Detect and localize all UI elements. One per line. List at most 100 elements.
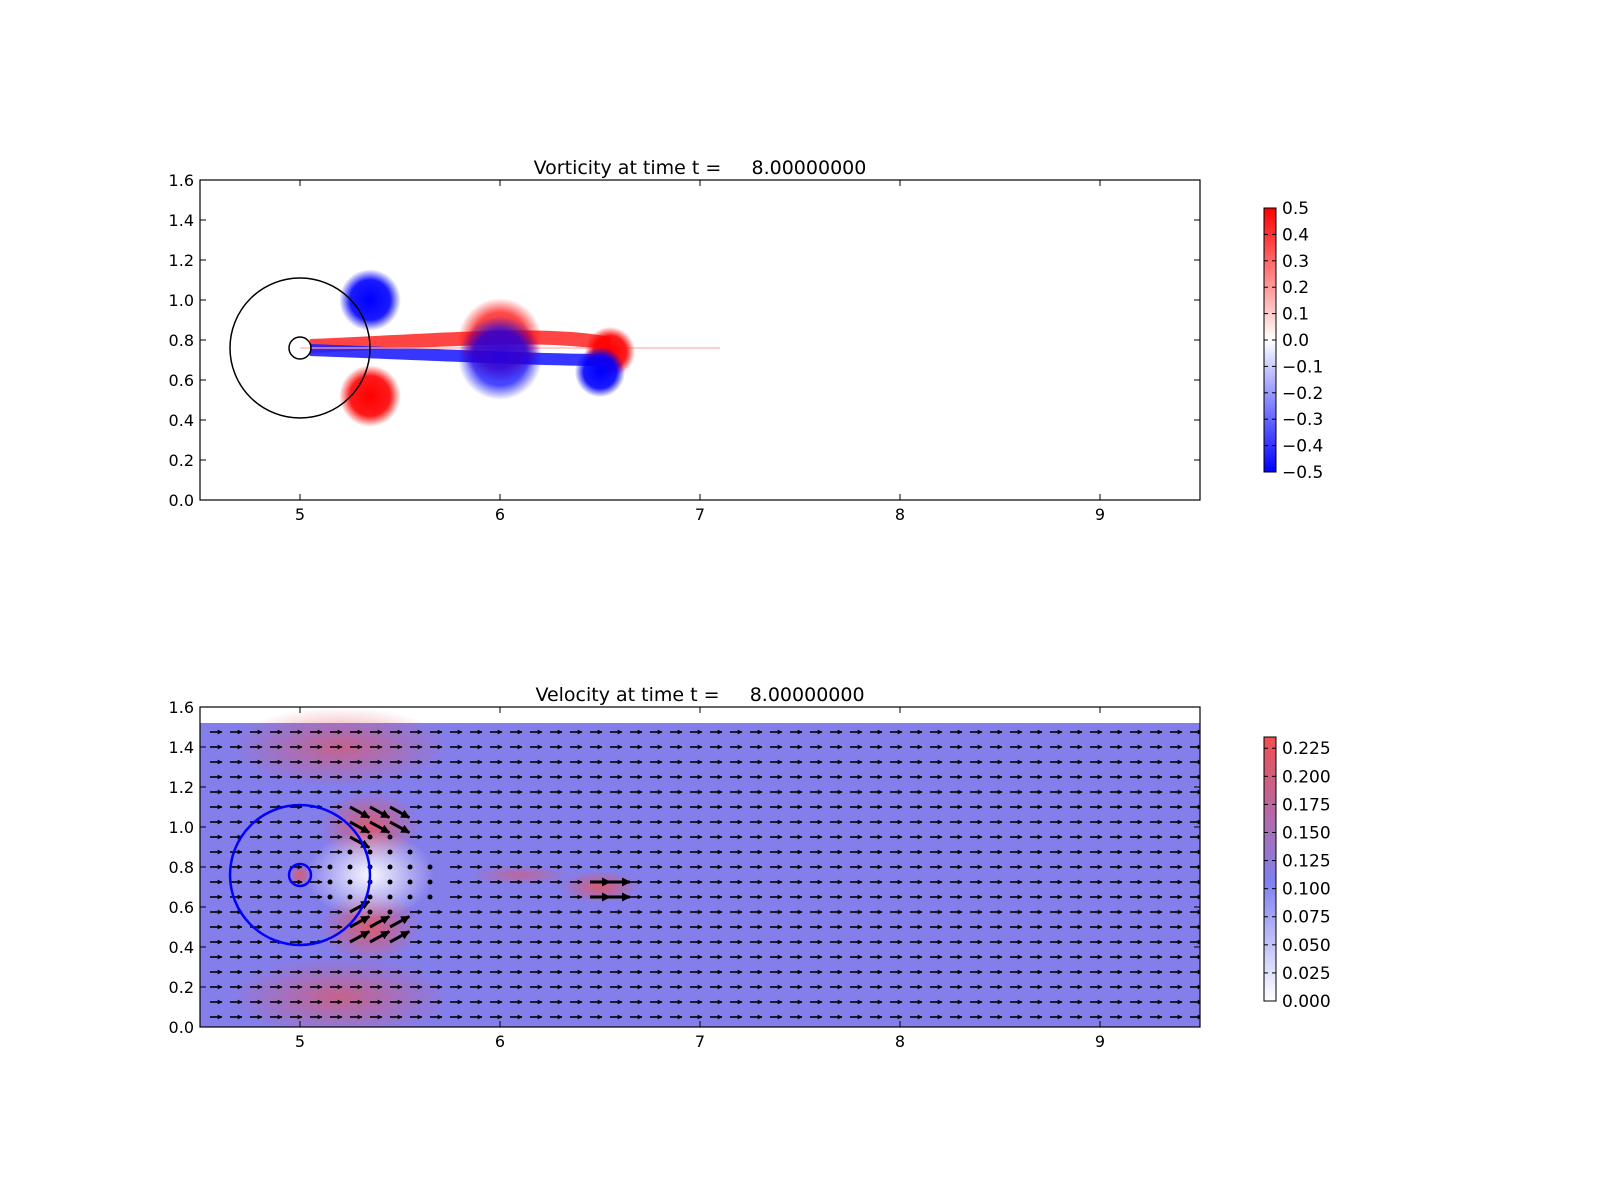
x-tick-label: 9 <box>1095 1032 1105 1051</box>
quiver-dot <box>387 894 393 900</box>
quiver-dot <box>327 894 333 900</box>
quiver-dot <box>407 849 413 855</box>
y-tick-label: 0.0 <box>169 491 194 510</box>
quiver-dot <box>427 864 433 870</box>
y-tick-label: 0.6 <box>169 898 194 917</box>
velocity-panel: Velocity at time t = 8.00000000 5 6 7 8 9 0.0… <box>169 684 1331 1051</box>
y-tick-label: 1.0 <box>169 291 194 310</box>
velocity-region-circle <box>287 862 313 888</box>
vorticity-blob <box>339 365 401 427</box>
quiver-arrow <box>389 805 411 819</box>
x-tick-label: 6 <box>495 505 505 524</box>
colorbar-tick-label: 0.225 <box>1282 739 1331 759</box>
quiver-dot <box>427 894 433 900</box>
quiver-arrow <box>369 915 391 929</box>
y-tick-label: 0.6 <box>169 371 194 390</box>
y-tick-label: 1.4 <box>169 738 194 757</box>
quiver-dot <box>387 879 393 885</box>
quiver-dot <box>347 864 353 870</box>
colorbar-tick-label: −0.2 <box>1282 384 1323 404</box>
velocity-colorbar <box>1263 736 1277 1002</box>
colorbar-tick-label: 0.4 <box>1282 225 1309 245</box>
vorticity-colorbar-ticks: 0.5 0.4 0.3 0.2 0.1 0.0 −0.1 −0.2 −0.3 −0.4 −0.5 <box>1264 199 1323 483</box>
quiver-arrow <box>369 805 391 819</box>
quiver-arrow <box>389 930 411 944</box>
quiver-arrow <box>349 805 371 819</box>
quiver-dot <box>367 849 373 855</box>
y-tick-label: 1.2 <box>169 251 194 270</box>
colorbar-tick-label: 0.175 <box>1282 795 1331 815</box>
quiver-dot <box>427 879 433 885</box>
colorbar-tick-label: 0.2 <box>1282 278 1309 298</box>
quiver-dot <box>347 849 353 855</box>
colorbar-tick-label: 0.5 <box>1282 199 1309 219</box>
y-tick-label: 0.2 <box>169 451 194 470</box>
quiver-dot <box>347 894 353 900</box>
y-tick-label: 0.4 <box>169 411 194 430</box>
x-tick-label: 5 <box>295 505 305 524</box>
velocity-inner-high <box>288 863 312 887</box>
y-tick-label: 0.4 <box>169 938 194 957</box>
quiver-arrow <box>369 930 391 944</box>
x-tick-label: 9 <box>1095 505 1105 524</box>
quiver-dot <box>387 849 393 855</box>
quiver-arrow <box>389 915 411 929</box>
colorbar-tick-label: −0.3 <box>1282 410 1323 430</box>
quiver-dot <box>407 894 413 900</box>
velocity-colorbar-ticks: 0.225 0.200 0.175 0.150 0.125 0.100 0.075 0.050… <box>1264 739 1331 1012</box>
velocity-axes: 5 6 7 8 9 0.0 0.2 0.4 0.6 0.8 1.0 1.2 1.4 1.6 <box>169 698 1200 1051</box>
quiver-dot <box>367 834 373 840</box>
y-tick-label: 0.0 <box>169 1018 194 1037</box>
y-tick-label: 0.8 <box>169 331 194 350</box>
vorticity-region-circle <box>229 277 371 419</box>
quiver-dot <box>407 879 413 885</box>
quiver-dot <box>387 864 393 870</box>
colorbar-tick-label: −0.5 <box>1282 463 1323 483</box>
x-tick-label: 8 <box>895 505 905 524</box>
vorticity-blob <box>458 316 542 400</box>
y-tick-label: 1.0 <box>169 818 194 837</box>
y-tick-label: 0.2 <box>169 978 194 997</box>
colorbar-tick-label: 0.125 <box>1282 852 1331 872</box>
quiver-dot <box>327 864 333 870</box>
colorbar-tick-label: 0.0 <box>1282 331 1309 351</box>
colorbar-tick-label: 0.1 <box>1282 305 1309 325</box>
velocity-high-band-bottom <box>230 957 450 1027</box>
y-tick-label: 1.2 <box>169 778 194 797</box>
quiver-arrow <box>349 835 371 849</box>
quiver-dot <box>367 894 373 900</box>
quiver-dot <box>387 909 393 915</box>
vorticity-axes: 5 6 7 8 9 0.0 0.2 0.4 0.6 0.8 1.0 1.2 1.4 1.6 <box>169 171 1200 524</box>
colorbar-tick-label: −0.4 <box>1282 437 1323 457</box>
quiver-arrow <box>349 930 371 944</box>
quiver-arrow <box>389 820 411 834</box>
y-tick-label: 0.8 <box>169 858 194 877</box>
velocity-field <box>200 707 1200 1027</box>
x-tick-label: 5 <box>295 1032 305 1051</box>
velocity-wake-streak <box>470 865 570 885</box>
quiver-dot <box>387 834 393 840</box>
vorticity-blob <box>339 269 401 331</box>
vorticity-field <box>229 269 720 427</box>
vorticity-title: Vorticity at time t = 8.00000000 <box>534 157 867 179</box>
y-tick-label: 1.6 <box>169 171 194 190</box>
colorbar-tick-label: 0.025 <box>1282 964 1331 984</box>
vorticity-blob <box>574 346 626 398</box>
vorticity-panel: Vorticity at time t = 8.00000000 5 6 7 8 9 0.… <box>169 157 1324 524</box>
colorbar-tick-label: −0.1 <box>1282 357 1323 377</box>
quiver-dot <box>347 879 353 885</box>
x-tick-label: 8 <box>895 1032 905 1051</box>
quiver-dot <box>367 909 373 915</box>
colorbar-tick-label: 0.075 <box>1282 908 1331 928</box>
colorbar-tick-label: 0.200 <box>1282 767 1331 787</box>
y-tick-label: 1.4 <box>169 211 194 230</box>
velocity-title: Velocity at time t = 8.00000000 <box>535 684 864 706</box>
quiver-dot <box>407 864 413 870</box>
quiver-dot <box>327 879 333 885</box>
quiver-arrow <box>349 820 371 834</box>
quiver-arrow <box>349 900 371 914</box>
x-tick-label: 6 <box>495 1032 505 1051</box>
velocity-region-circle <box>228 803 372 947</box>
quiver-arrow <box>349 915 371 929</box>
